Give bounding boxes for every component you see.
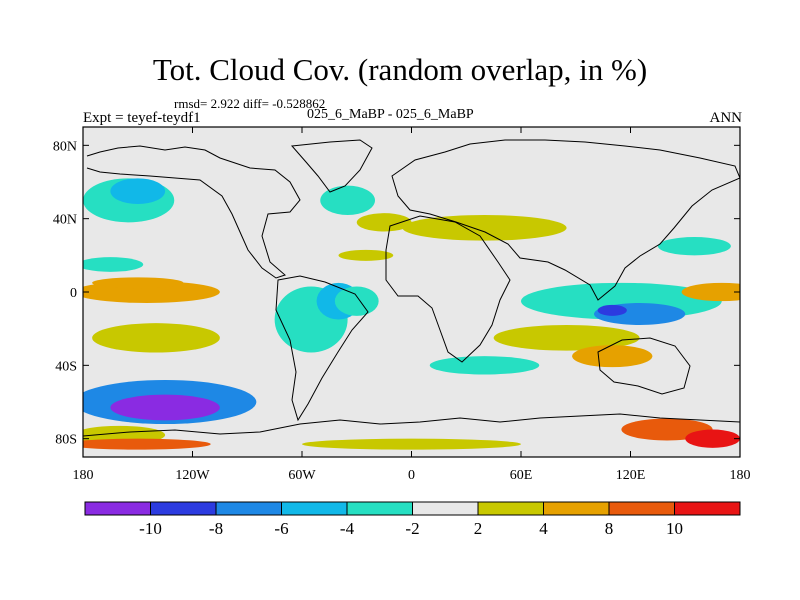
y-tick-label: 40N <box>53 213 77 228</box>
field-anomaly-9 <box>83 438 211 450</box>
rmsd-diff-stats: rmsd= 2.922 diff= -0.528862 <box>174 96 326 111</box>
field-anomaly-13 <box>356 213 412 232</box>
field-anomaly-18 <box>572 345 653 368</box>
x-tick-label: 60W <box>288 468 316 483</box>
colorbar-label: 4 <box>539 519 548 538</box>
field-anomaly-27 <box>302 438 521 450</box>
y-tick-label: 40S <box>55 359 77 374</box>
colorbar-label: -8 <box>209 519 223 538</box>
colorbar-swatch-0 <box>84 501 151 516</box>
colorbar-label: -10 <box>139 519 162 538</box>
colorbar-label: 10 <box>666 519 683 538</box>
colorbar-swatch-8 <box>608 501 675 516</box>
colorbar-swatch-4 <box>346 501 413 516</box>
greenland-outline <box>290 139 373 193</box>
colorbar-swatch-7 <box>543 501 610 516</box>
field-anomaly-4 <box>110 178 166 205</box>
field-anomaly-1 <box>92 277 184 289</box>
contour-field <box>83 178 740 450</box>
field-anomaly-7 <box>110 394 220 421</box>
x-tick-label: 180 <box>73 468 94 483</box>
colorbar-swatch-3 <box>281 501 348 516</box>
colorbar-swatch-1 <box>150 501 217 516</box>
y-tick-label: 80N <box>53 139 77 154</box>
field-anomaly-24 <box>657 237 731 256</box>
colorbar-swatch-6 <box>477 501 544 516</box>
field-anomaly-2 <box>92 323 220 353</box>
colorbar-label: -4 <box>340 519 355 538</box>
colorbar-label: -2 <box>405 519 419 538</box>
continent-outlines <box>83 139 740 437</box>
axes: 180 120W 60W 0 60E 120E 180 80N 40N 0 40S 80S <box>53 127 751 483</box>
field-anomaly-15 <box>338 249 394 261</box>
y-tick-label: 0 <box>70 286 77 301</box>
x-tick-label: 180 <box>730 468 751 483</box>
season-label: ANN <box>709 110 743 126</box>
colorbar-label: 2 <box>474 519 483 538</box>
field-anomaly-16 <box>402 215 567 241</box>
antarctica-outline <box>83 413 740 437</box>
north-america-outline <box>86 145 301 279</box>
colorbar-swatch-9 <box>674 501 741 516</box>
field-anomaly-22 <box>597 304 627 316</box>
field-anomaly-12 <box>334 286 379 316</box>
colorbar-swatch-5 <box>412 501 479 516</box>
colorbar-label: -6 <box>274 519 288 538</box>
colorbar-swatch-2 <box>215 501 282 516</box>
australia-outline <box>597 337 691 395</box>
field-anomaly-5 <box>83 257 144 272</box>
y-tick-label: 80S <box>55 433 77 448</box>
field-anomaly-19 <box>429 356 540 375</box>
field-anomaly-14 <box>320 185 375 215</box>
colorbar-label: 8 <box>605 519 614 538</box>
case-comparison-label: 025_6_MaBP - 025_6_MaBP <box>307 107 474 122</box>
field-anomaly-17 <box>493 325 640 351</box>
colorbar: -10 -8 -6 -4 -2 2 4 8 10 <box>84 501 741 538</box>
eurasia-outline <box>391 139 740 301</box>
south-america-outline <box>275 275 369 422</box>
x-tick-label: 0 <box>408 468 415 483</box>
x-tick-label: 60E <box>510 468 533 483</box>
x-tick-label: 120W <box>175 468 210 483</box>
chart-title: Tot. Cloud Cov. (random overlap, in %) <box>152 52 648 87</box>
africa-outline <box>385 215 511 363</box>
x-tick-label: 120E <box>616 468 646 483</box>
experiment-label: Expt = teyef-teydf1 <box>83 110 201 126</box>
field-anomaly-26 <box>685 429 740 448</box>
field-anomaly-23 <box>681 282 740 302</box>
